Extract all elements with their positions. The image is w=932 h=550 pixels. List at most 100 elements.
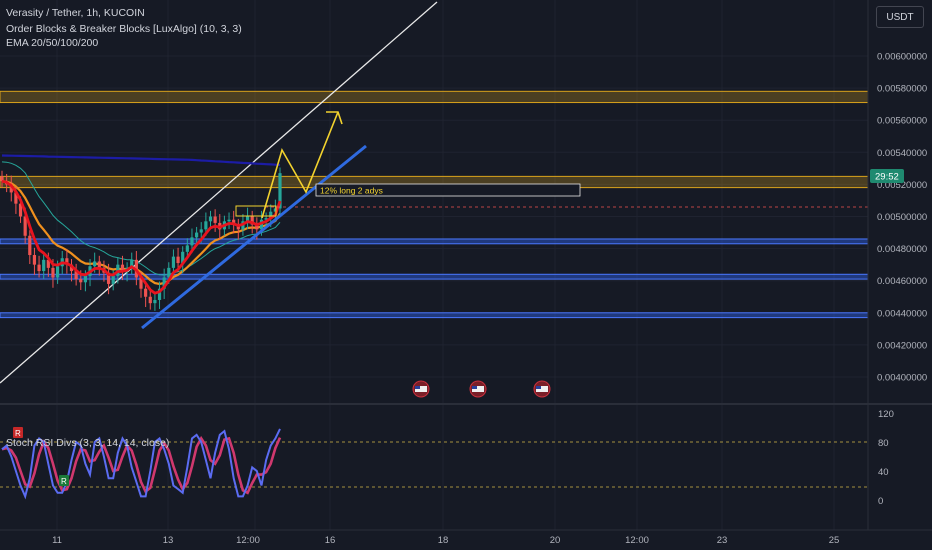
time-axis-label: 12:00 [236,535,260,546]
candle-down [139,277,143,289]
time-axis-label: 16 [325,535,336,546]
candle-up [162,277,166,289]
price-axis-label: 0.00540000 [877,148,927,159]
candle-down [232,219,236,225]
candle-down [106,272,111,284]
candle-up [157,288,162,300]
price-axis-label: 0.00500000 [877,212,927,223]
ema-20-line [1,179,282,295]
stoch-label-0: 0 [878,496,883,507]
candle-down [0,176,4,182]
candle-down [51,267,55,278]
candle-up [83,275,87,283]
price-axis-label: 0.00580000 [877,84,927,95]
candle-down [37,264,41,272]
candle-down [65,258,69,265]
ema-100-line [1,161,281,276]
candle-down [79,279,83,283]
time-axis-label: 18 [438,535,449,546]
projection-arrowhead [326,111,343,125]
yellow-range-box[interactable] [235,205,277,217]
chart-title[interactable]: Verasity / Tether, 1h, KUCOIN [6,7,145,19]
candle-up [278,173,282,209]
candle-up [195,232,199,238]
annotation-box[interactable] [315,183,581,197]
stoch-rsi-legend[interactable]: Stoch RSI Divs (3, 3, 14, 14, close) [6,437,170,449]
candle-up [269,211,273,219]
candle-down [144,288,148,297]
ema-200-line [1,154,281,167]
time-axis-label: 13 [163,535,174,546]
candle-up [273,208,277,212]
candle-up [227,219,231,222]
candle-up [130,259,134,268]
stoch-k-line [1,428,281,500]
price-axis[interactable]: 0.00600000 0.00580000 0.00560000 0.00540000… [877,52,927,384]
time-axis[interactable]: 11 13 12:00 16 18 20 12:00 23 25 [52,535,839,546]
stoch-label-40: 40 [878,467,889,478]
candle-down [148,296,152,304]
candle-down [28,235,32,256]
bullish-order-block [0,312,869,319]
white-trendline[interactable] [0,1,438,384]
bearish-order-block [0,90,869,104]
order-blocks-legend[interactable]: Order Blocks & Breaker Blocks [LuxAlgo] … [6,23,242,35]
candle-up [190,237,194,246]
price-axis-label: 0.00420000 [877,340,927,351]
candle-down [97,261,101,268]
candle-up [93,261,97,267]
candle-down [9,184,13,193]
candle-up [245,216,250,222]
price-axis-label: 0.00460000 [877,276,927,287]
bearish-divergence-marker[interactable]: R [13,427,23,438]
candle-up [167,267,171,278]
candle-up [42,259,46,272]
candle-up [153,299,157,304]
candle-down [255,224,259,230]
candle-down [120,264,125,272]
ema-legend[interactable]: EMA 20/50/100/200 [6,37,99,49]
bullish-order-block [0,273,869,280]
currency-button[interactable]: USDT [876,6,924,28]
candle-up [264,218,268,220]
candle-down [74,271,78,280]
candle-down [14,192,18,204]
countdown-text: 29:52 [875,172,899,183]
candle-down [46,259,50,268]
time-axis-label: 12:00 [625,535,649,546]
price-axis-label: 0.00400000 [877,373,927,384]
candle-up [208,216,213,222]
price-axis-label: 0.00520000 [877,180,927,191]
candle-down [18,203,23,217]
candle-down [32,255,37,265]
svg-text:R: R [61,477,67,486]
stoch-label-80: 80 [878,438,889,449]
us-flag-icon[interactable] [469,380,487,398]
countdown-badge [870,169,904,183]
price-axis-label: 0.00600000 [877,52,927,63]
candle-down [250,216,254,225]
candle-up [111,275,115,284]
candle-up [199,229,203,233]
bullish-divergence-marker[interactable]: R [59,475,69,486]
time-axis-label: 25 [829,535,840,546]
price-axis-label: 0.00560000 [877,116,927,127]
candle-up [56,266,60,278]
yellow-projection-path[interactable] [261,111,339,219]
time-axis-label: 23 [717,535,728,546]
candle-up [171,256,176,268]
time-axis-label: 20 [550,535,561,546]
candle-up [204,221,208,230]
candle-up [185,245,189,252]
bullish-order-block [0,238,869,245]
blue-trendline[interactable] [141,144,367,330]
candle-down [213,216,217,223]
svg-text:R: R [15,429,21,438]
us-flag-icon[interactable] [412,380,430,398]
stoch-d-line [1,435,282,495]
us-flag-icon[interactable] [533,380,551,398]
price-axis-label: 0.00480000 [877,244,927,255]
annotation-text: 12% long 2 adys [320,186,383,196]
